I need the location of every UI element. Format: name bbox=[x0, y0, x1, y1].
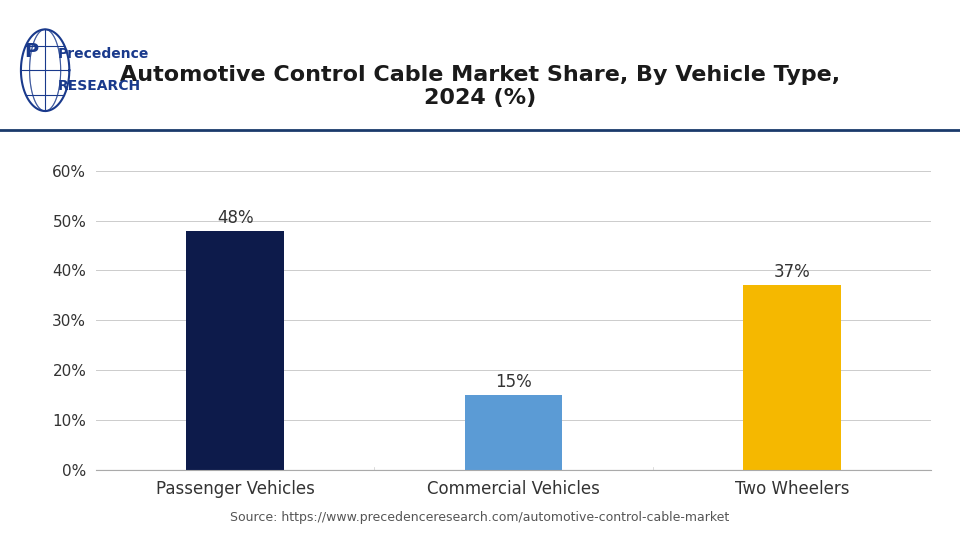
Text: Source: https://www.precedenceresearch.com/automotive-control-cable-market: Source: https://www.precedenceresearch.c… bbox=[230, 511, 730, 524]
Text: Precedence: Precedence bbox=[58, 47, 149, 61]
Bar bbox=[743, 285, 841, 470]
Text: Automotive Control Cable Market Share, By Vehicle Type,
2024 (%): Automotive Control Cable Market Share, B… bbox=[120, 65, 840, 108]
Bar bbox=[186, 231, 284, 470]
Text: 15%: 15% bbox=[495, 373, 532, 391]
Text: RESEARCH: RESEARCH bbox=[58, 79, 141, 93]
Text: P: P bbox=[24, 42, 38, 61]
Text: 48%: 48% bbox=[217, 208, 253, 227]
Bar bbox=[465, 395, 563, 470]
Text: 37%: 37% bbox=[774, 264, 810, 281]
